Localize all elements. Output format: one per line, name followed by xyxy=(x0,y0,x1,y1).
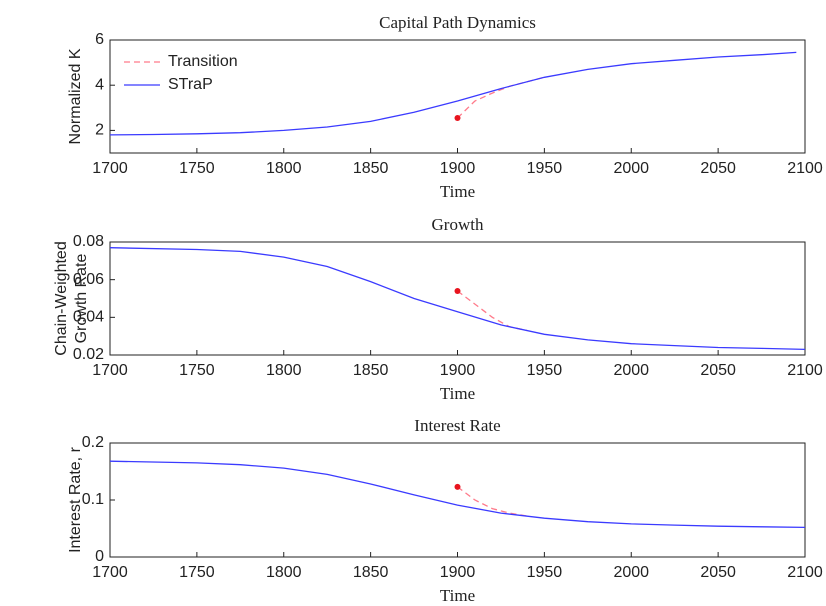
y-axis-label: Chain-Weighted xyxy=(53,241,70,355)
y-axis-label: Interest Rate, r xyxy=(67,446,84,552)
y-tick-label: 0.02 xyxy=(73,346,104,363)
start-marker xyxy=(454,287,461,294)
x-axis-label: Time xyxy=(440,586,475,605)
x-tick-label: 1800 xyxy=(266,362,302,379)
x-tick-label: 1950 xyxy=(527,160,563,177)
y-axis-label: Growth Rate xyxy=(73,253,90,343)
y-tick-label: 2 xyxy=(95,122,104,139)
x-tick-label: 2100 xyxy=(787,160,823,177)
x-tick-label: 1850 xyxy=(353,362,389,379)
x-tick-label: 1850 xyxy=(353,160,389,177)
y-tick-label: 6 xyxy=(95,31,104,48)
chart-title: Interest Rate xyxy=(414,416,500,435)
x-tick-label: 1750 xyxy=(179,362,215,379)
chart-title: Capital Path Dynamics xyxy=(379,13,536,32)
y-tick-label: 0.2 xyxy=(82,434,104,451)
legend-box xyxy=(116,47,262,105)
x-tick-label: 2100 xyxy=(787,564,823,581)
x-tick-label: 2050 xyxy=(700,160,736,177)
x-tick-label: 2100 xyxy=(787,362,823,379)
x-tick-label: 1900 xyxy=(440,362,476,379)
x-tick-label: 1800 xyxy=(266,160,302,177)
x-tick-label: 1950 xyxy=(527,362,563,379)
x-tick-label: 2050 xyxy=(700,564,736,581)
series-line xyxy=(109,460,806,529)
y-tick-label: 0.06 xyxy=(73,271,104,288)
y-tick-label: 0 xyxy=(95,548,104,565)
x-tick-label: 1850 xyxy=(353,564,389,581)
chart-title: Growth xyxy=(432,215,484,234)
series-line xyxy=(457,290,528,332)
x-tick-label: 2000 xyxy=(613,160,649,177)
x-tick-label: 2050 xyxy=(700,362,736,379)
x-tick-label: 1750 xyxy=(179,160,215,177)
x-tick-label: 1750 xyxy=(179,564,215,581)
x-tick-label: 1700 xyxy=(92,564,128,581)
x-tick-label: 1950 xyxy=(527,564,563,581)
x-tick-label: 2000 xyxy=(613,362,649,379)
x-tick-label: 2000 xyxy=(613,564,649,581)
legend-label: STraP xyxy=(168,76,213,93)
series-line xyxy=(457,486,528,517)
y-tick-label: 0.04 xyxy=(73,309,104,326)
x-axis-label: Time xyxy=(440,182,475,201)
series-line xyxy=(109,51,797,136)
x-tick-label: 1700 xyxy=(92,362,128,379)
y-axis-label: Normalized K xyxy=(67,48,84,144)
start-marker xyxy=(454,483,461,490)
x-tick-label: 1800 xyxy=(266,564,302,581)
legend-label: Transition xyxy=(168,53,238,70)
start-marker xyxy=(454,114,461,121)
plot-area xyxy=(109,442,806,558)
x-tick-label: 1900 xyxy=(440,160,476,177)
plot-area xyxy=(109,241,806,356)
series-line xyxy=(109,247,806,351)
x-tick-label: 1900 xyxy=(440,564,476,581)
y-tick-label: 4 xyxy=(95,76,104,93)
x-axis-label: Time xyxy=(440,384,475,403)
x-tick-label: 1700 xyxy=(92,160,128,177)
y-tick-label: 0.1 xyxy=(82,491,104,508)
y-tick-label: 0.08 xyxy=(73,233,104,250)
